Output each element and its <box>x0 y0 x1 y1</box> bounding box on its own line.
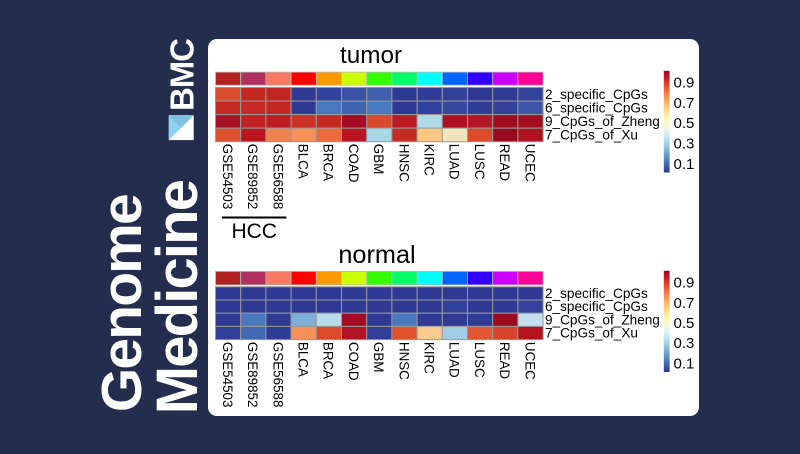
svg-text:COAD: COAD <box>346 342 361 381</box>
svg-text:2_specific_CpGs: 2_specific_CpGs <box>545 87 648 102</box>
svg-text:0.3: 0.3 <box>674 136 695 153</box>
svg-text:9_CpGs_of_Zheng: 9_CpGs_of_Zheng <box>545 114 660 129</box>
svg-text:0.1: 0.1 <box>674 356 695 373</box>
svg-text:BLCA: BLCA <box>296 342 311 377</box>
svg-text:UCEC: UCEC <box>522 144 537 182</box>
svg-text:6_specific_CpGs: 6_specific_CpGs <box>545 100 648 115</box>
svg-text:BMC: BMC <box>164 39 201 111</box>
svg-text:normal: normal <box>338 241 415 269</box>
svg-text:UCEC: UCEC <box>522 342 537 380</box>
svg-text:KIRC: KIRC <box>422 144 437 176</box>
svg-text:Medicine: Medicine <box>145 180 210 414</box>
svg-text:KIRC: KIRC <box>422 342 437 374</box>
svg-text:LUSC: LUSC <box>472 144 487 180</box>
svg-text:0.9: 0.9 <box>674 75 695 92</box>
svg-text:READ: READ <box>497 342 512 380</box>
svg-text:READ: READ <box>497 144 512 182</box>
svg-text:GSE54503: GSE54503 <box>220 342 235 408</box>
svg-text:0.7: 0.7 <box>674 95 695 112</box>
svg-text:HCC: HCC <box>231 220 277 243</box>
svg-text:LUSC: LUSC <box>472 342 487 378</box>
svg-text:BLCA: BLCA <box>296 144 311 179</box>
svg-text:6_specific_CpGs: 6_specific_CpGs <box>545 299 648 314</box>
svg-text:0.5: 0.5 <box>674 115 695 132</box>
svg-text:7_CpGs_of_Xu: 7_CpGs_of_Xu <box>545 128 638 143</box>
svg-text:LUAD: LUAD <box>447 342 462 378</box>
svg-text:0.3: 0.3 <box>674 335 695 352</box>
svg-text:HNSC: HNSC <box>396 342 411 380</box>
svg-text:GSE56588: GSE56588 <box>270 342 285 408</box>
svg-text:GSE54503: GSE54503 <box>220 144 235 210</box>
svg-text:7_CpGs_of_Xu: 7_CpGs_of_Xu <box>545 326 638 341</box>
svg-text:tumor: tumor <box>340 42 402 69</box>
svg-text:GBM: GBM <box>371 342 386 373</box>
svg-text:9_CpGs_of_Zheng: 9_CpGs_of_Zheng <box>545 312 660 327</box>
svg-text:GSE89852: GSE89852 <box>245 342 260 408</box>
svg-text:HNSC: HNSC <box>396 144 411 182</box>
svg-text:GSE89852: GSE89852 <box>245 144 260 210</box>
svg-text:0.5: 0.5 <box>674 315 695 332</box>
svg-text:0.1: 0.1 <box>674 156 695 173</box>
svg-text:Genome: Genome <box>90 195 154 412</box>
svg-text:LUAD: LUAD <box>447 144 462 180</box>
svg-text:GSE56588: GSE56588 <box>270 144 285 210</box>
svg-text:0.9: 0.9 <box>674 275 695 292</box>
svg-text:BRCA: BRCA <box>321 144 336 181</box>
svg-text:2_specific_CpGs: 2_specific_CpGs <box>545 286 648 301</box>
svg-text:GBM: GBM <box>371 144 386 175</box>
svg-text:0.7: 0.7 <box>674 295 695 312</box>
svg-text:COAD: COAD <box>346 144 361 183</box>
svg-text:BRCA: BRCA <box>321 342 336 379</box>
